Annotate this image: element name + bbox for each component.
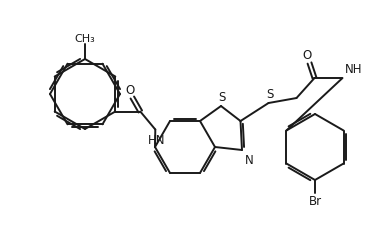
Text: CH₃: CH₃	[75, 34, 95, 44]
Text: O: O	[303, 49, 312, 62]
Text: NH: NH	[345, 63, 362, 76]
Text: N: N	[245, 153, 254, 166]
Text: S: S	[218, 91, 226, 103]
Text: HN: HN	[148, 133, 165, 146]
Text: Br: Br	[308, 194, 321, 207]
Text: S: S	[266, 88, 273, 100]
Text: O: O	[126, 83, 135, 96]
